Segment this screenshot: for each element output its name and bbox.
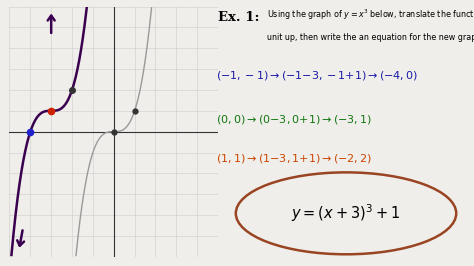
Text: $(1,1) \rightarrow (1{-}3,1{+}1) \rightarrow (-2,2)$: $(1,1) \rightarrow (1{-}3,1{+}1) \righta… bbox=[216, 152, 372, 165]
Text: $y = (x+3)^3+1$: $y = (x+3)^3+1$ bbox=[292, 202, 401, 224]
Text: Ex. 1:: Ex. 1: bbox=[218, 11, 260, 24]
Text: $(-1,-1) \rightarrow (-1{-}3,-1{+}1) \rightarrow (-4,0)$: $(-1,-1) \rightarrow (-1{-}3,-1{+}1) \ri… bbox=[216, 69, 418, 82]
Text: $(0,0) \rightarrow (0{-}3,0{+}1) \rightarrow (-3,1)$: $(0,0) \rightarrow (0{-}3,0{+}1) \righta… bbox=[216, 113, 372, 126]
Text: Using the graph of $y = x^3$ below, translate the function 3 units to the left a: Using the graph of $y = x^3$ below, tran… bbox=[267, 8, 474, 22]
Text: unit up, then write the an equation for the new graph.: unit up, then write the an equation for … bbox=[267, 33, 474, 42]
